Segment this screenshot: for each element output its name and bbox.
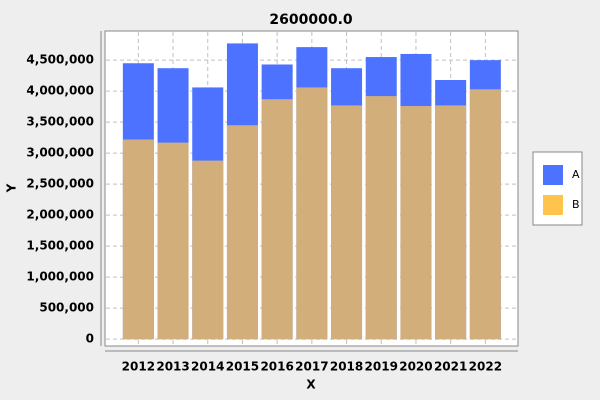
y-tick-label: 500,000 xyxy=(39,301,94,315)
y-axis-label: Y xyxy=(5,183,19,193)
x-tick-label: 2021 xyxy=(434,360,467,374)
x-tick-label: 2022 xyxy=(469,360,502,374)
bar xyxy=(296,87,328,340)
x-tick-label: 2020 xyxy=(399,360,432,374)
bar xyxy=(365,96,397,340)
bar xyxy=(157,142,189,340)
x-tick-label: 2019 xyxy=(365,360,398,374)
legend-label: A xyxy=(572,168,580,181)
x-tick-label: 2015 xyxy=(226,360,259,374)
y-tick-label: 0 xyxy=(86,332,94,346)
x-tick-label: 2018 xyxy=(330,360,363,374)
x-tick-label: 2013 xyxy=(156,360,189,374)
bar xyxy=(435,105,467,340)
x-tick-label: 2014 xyxy=(191,360,224,374)
chart-title: 2600000.0 xyxy=(269,12,353,28)
x-tick-label: 2012 xyxy=(122,360,155,374)
y-tick-label: 3,500,000 xyxy=(26,115,94,129)
y-tick-label: 2,500,000 xyxy=(26,177,94,191)
x-tick-label: 2017 xyxy=(295,360,328,374)
y-tick-label: 3,000,000 xyxy=(26,146,94,160)
x-axis-label: X xyxy=(306,378,316,392)
x-tick-label: 2016 xyxy=(260,360,293,374)
y-tick-label: 1,000,000 xyxy=(26,270,94,284)
bar xyxy=(400,106,432,340)
y-tick-label: 4,500,000 xyxy=(26,53,94,67)
y-tick-label: 4,000,000 xyxy=(26,84,94,98)
bar xyxy=(469,89,501,340)
bar xyxy=(122,139,154,340)
legend-swatch xyxy=(543,165,563,185)
bar xyxy=(226,125,258,340)
legend-swatch xyxy=(543,195,563,215)
bar xyxy=(192,160,224,340)
legend-label: B xyxy=(572,198,580,211)
y-tick-label: 2,000,000 xyxy=(26,208,94,222)
y-tick-label: 1,500,000 xyxy=(26,239,94,253)
bar xyxy=(261,99,293,340)
bar xyxy=(331,105,363,340)
